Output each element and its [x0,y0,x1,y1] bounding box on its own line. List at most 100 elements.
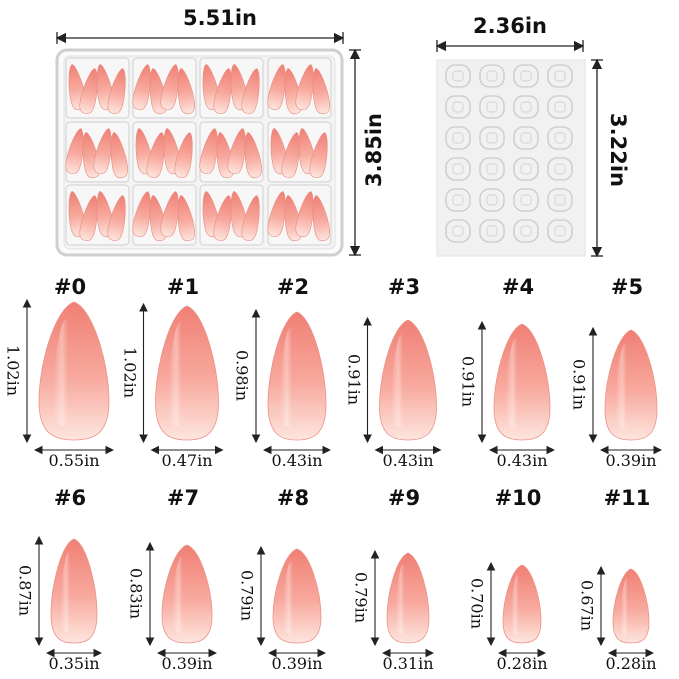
size-number: #11 [603,486,651,510]
adhesive-tab [479,157,505,181]
length-label: 0.91in [569,358,589,411]
size-number: #2 [276,275,310,299]
width-label: 0.43in [271,451,323,470]
adhesive-tab [547,219,573,243]
sheet-width-dimension [435,40,585,52]
adhesive-tab [547,126,573,150]
nail-highlight [172,556,190,634]
mini-nail [174,132,193,179]
box-compartment [65,57,130,119]
width-label: 0.31in [382,654,434,673]
size-number: #0 [53,275,87,299]
width-label: 0.28in [605,654,657,673]
nail-highlight [279,327,301,428]
sheet-height-label: 3.22in [606,113,630,187]
nail-highlight [620,577,633,636]
adhesive-tab [445,64,471,88]
mini-nail [281,132,300,179]
box-width-dimension [55,32,345,44]
sheet-width-label: 2.36in [473,14,547,38]
mini-nail [241,68,260,115]
nail-box [55,48,344,257]
box-width-label: 5.51in [183,6,257,30]
mini-nail [107,195,126,242]
box-compartment [267,121,332,183]
adhesive-tab [445,219,471,243]
size-number: #10 [494,486,542,510]
adhesive-tab [445,188,471,212]
mini-nail [79,195,98,242]
adhesive-tab [445,126,471,150]
length-label: 0.67in [577,579,597,632]
width-label: 0.43in [382,451,434,470]
size-number: #3 [387,275,421,299]
box-compartment [132,121,197,183]
box-compartment [65,184,130,246]
size-number: #4 [501,275,535,299]
adhesive-tab [445,157,471,181]
adhesive-tab [513,188,539,212]
nail-size-6 [34,535,103,658]
length-label: 1.02in [3,344,23,397]
mini-nail [110,132,129,179]
adhesive-tab [479,126,505,150]
length-label: 0.79in [351,571,371,624]
length-label: 0.83in [126,567,146,620]
sheet-height-dimension [591,58,603,258]
nail-size-10 [486,561,547,658]
mini-nail [309,132,328,179]
nail-highlight [615,343,634,429]
mini-nail [244,132,263,179]
adhesive-tab [547,95,573,119]
nail-size-chart [22,298,663,658]
width-label: 0.39in [161,654,213,673]
nail-highlight [395,563,411,634]
size-number: #6 [53,486,87,510]
nail-size-3 [363,316,442,455]
nail-highlight [505,337,526,429]
length-label: 1.02in [120,346,139,399]
box-compartment [65,121,130,183]
adhesive-tab [513,95,539,119]
adhesive-tab [547,188,573,212]
mini-nail [177,195,196,242]
length-label: 0.87in [15,564,35,617]
adhesive-tab [479,64,505,88]
mini-nail [146,132,165,179]
nail-highlight [60,551,77,633]
mini-nail [241,195,260,242]
box-height-label: 3.85in [362,113,386,187]
length-label: 0.91in [458,355,478,408]
mini-nail [312,68,331,115]
box-height-label-wrap: 3.85in [362,100,388,200]
width-label: 0.39in [271,654,323,673]
nail-highlight [53,318,78,427]
length-label: 0.91in [344,353,363,406]
nail-highlight [510,574,525,636]
width-label: 0.55in [48,451,100,470]
size-number: #9 [387,486,421,510]
nail-size-1 [139,302,224,455]
nail-size-11 [596,565,655,658]
nail-size-7 [145,541,218,658]
box-compartment [267,184,332,246]
nail-size-2 [251,308,332,455]
adhesive-tab [513,64,539,88]
adhesive-tab [445,95,471,119]
width-label: 0.43in [496,451,548,470]
adhesive-tab [547,157,573,181]
adhesive-tab [513,126,539,150]
adhesive-tab [513,219,539,243]
mini-nail [213,68,232,115]
length-label: 0.98in [232,349,252,402]
box-compartment [267,57,332,119]
box-height-dimension [349,48,361,257]
width-label: 0.28in [496,654,548,673]
width-label: 0.35in [48,654,100,673]
nail-size-8 [256,545,327,658]
mini-nail [177,68,196,115]
box-compartment [132,57,197,119]
length-label: 0.70in [467,577,487,630]
adhesive-tab [547,64,573,88]
